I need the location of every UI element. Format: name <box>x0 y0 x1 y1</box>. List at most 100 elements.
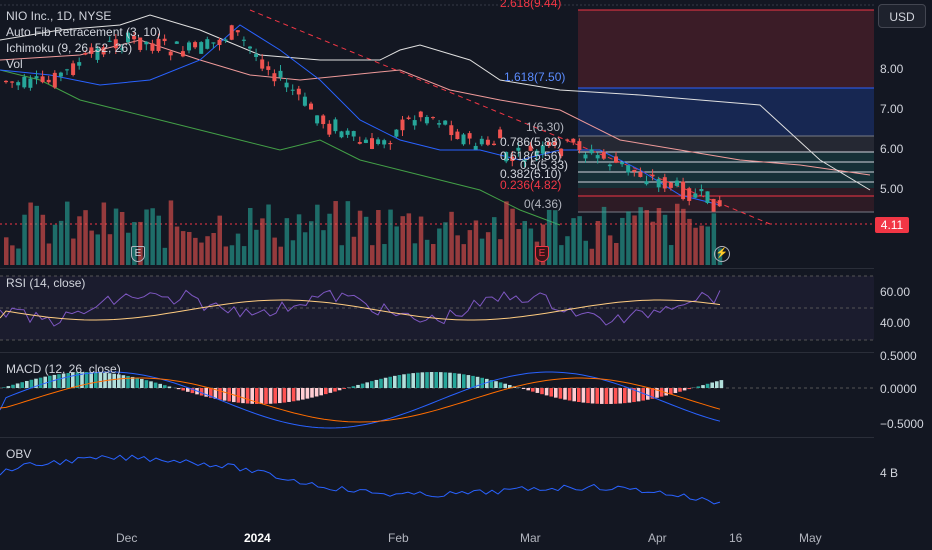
candle <box>101 47 106 55</box>
candle <box>485 139 490 145</box>
pane-separator[interactable] <box>0 352 874 353</box>
dividend-lightning-icon[interactable]: ⚡ <box>714 246 730 262</box>
candle <box>546 141 551 147</box>
candle <box>699 188 704 192</box>
fib-zone <box>578 88 874 136</box>
candle <box>662 177 667 189</box>
macd-histogram-bar <box>209 388 213 398</box>
candle <box>278 70 283 78</box>
candle <box>553 141 557 146</box>
earnings-event-icon[interactable]: E <box>535 246 549 262</box>
price-axis[interactable] <box>874 0 932 550</box>
macd-histogram-bar <box>485 378 489 388</box>
obv-title[interactable]: OBV <box>6 447 32 461</box>
macd-histogram-bar <box>526 388 530 391</box>
volume-bar <box>528 228 534 265</box>
macd-histogram-bar <box>397 375 402 388</box>
volume-bar <box>626 211 631 265</box>
candle <box>565 139 570 141</box>
candle <box>467 133 472 139</box>
volume-bar <box>516 229 521 265</box>
candle <box>156 38 161 51</box>
macd-histogram-bar <box>402 374 406 388</box>
macd-histogram-bar <box>282 388 287 403</box>
macd-tick: 0.0000 <box>880 382 917 396</box>
volume-bar <box>205 236 210 265</box>
macd-histogram-bar <box>549 388 553 397</box>
fib-label: 0(4.36) <box>524 197 563 211</box>
volume-bar <box>656 208 662 265</box>
rsi-tick: 60.00 <box>880 285 911 299</box>
macd-histogram-bar <box>572 388 576 402</box>
pane-separator[interactable] <box>0 437 874 438</box>
indicator-vol[interactable]: Vol <box>6 57 23 71</box>
candle <box>302 96 307 106</box>
macd-histogram-bar <box>701 385 705 388</box>
time-tick: Apr <box>648 531 667 545</box>
candle <box>174 41 179 44</box>
volume-bar <box>662 214 668 265</box>
macd-histogram-bar <box>623 388 627 404</box>
candle <box>119 48 124 50</box>
candle <box>571 138 576 143</box>
rsi-tick: 40.00 <box>880 316 911 330</box>
ichimoku-conversion <box>0 24 721 206</box>
volume-bar <box>504 201 509 265</box>
pane-separator[interactable] <box>0 268 874 269</box>
volume-bar <box>52 224 58 265</box>
rsi-title[interactable]: RSI (14, close) <box>6 276 86 290</box>
volume-bar <box>522 221 527 265</box>
indicator-fib[interactable]: Auto Fib Retracement (3, 10) <box>6 25 161 39</box>
macd-histogram-bar <box>705 383 710 388</box>
candle <box>52 72 57 88</box>
candle <box>693 193 698 198</box>
macd-histogram-bar <box>140 379 144 388</box>
candle <box>126 32 130 43</box>
macd-histogram-bar <box>554 388 558 398</box>
macd-histogram-bar <box>301 388 305 400</box>
volume-bar <box>162 247 168 265</box>
candle <box>424 116 429 124</box>
candle <box>345 130 350 135</box>
volume-bar <box>595 221 601 265</box>
macd-histogram-bar <box>650 388 655 399</box>
candle <box>540 145 545 154</box>
macd-histogram-bar <box>287 388 291 402</box>
currency-button[interactable]: USD <box>878 4 926 28</box>
candle <box>632 169 637 172</box>
volume-bar <box>370 245 375 265</box>
macd-histogram-bar <box>98 372 103 388</box>
symbol-title[interactable]: NIO Inc., 1D, NYSE <box>6 9 112 23</box>
indicator-ichimoku[interactable]: Ichimoku (9, 26, 52, 26) <box>6 41 133 55</box>
candle <box>223 39 228 41</box>
earnings-event-icon[interactable]: E <box>131 246 145 262</box>
macd-histogram-bar <box>457 373 461 388</box>
volume-bar <box>315 204 320 265</box>
volume-bar <box>113 208 119 265</box>
macd-histogram-bar <box>149 381 153 388</box>
macd-histogram-bar <box>213 388 218 399</box>
volume-bar <box>607 235 613 265</box>
volume-bar <box>705 226 710 265</box>
candle <box>229 25 234 40</box>
macd-histogram-bar <box>245 388 250 404</box>
macd-histogram-bar <box>416 372 420 388</box>
macd-histogram-bar <box>328 388 333 393</box>
macd-histogram-bar <box>590 388 595 404</box>
candle <box>254 54 259 58</box>
macd-histogram-bar <box>558 388 563 399</box>
volume-bar <box>492 217 497 265</box>
volume-bar <box>681 208 686 265</box>
candle <box>296 88 301 95</box>
candle <box>309 103 313 110</box>
macd-histogram-bar <box>43 376 47 388</box>
volume-bar <box>321 230 326 265</box>
macd-histogram-bar <box>466 375 471 388</box>
fib-label: 0.382(5.10) <box>500 167 562 181</box>
macd-histogram-bar <box>462 374 466 388</box>
volume-bar <box>333 201 338 265</box>
macd-title[interactable]: MACD (12, 26, close) <box>6 362 121 376</box>
volume-bar <box>443 222 448 265</box>
candle <box>534 150 539 156</box>
